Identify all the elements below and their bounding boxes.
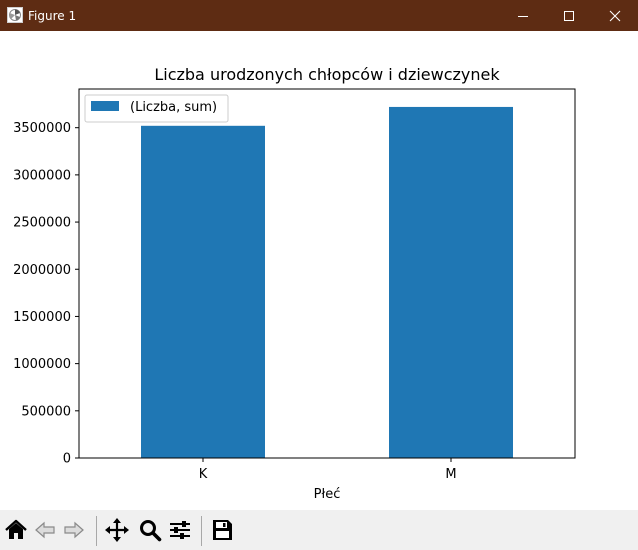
y-tick-label: 0	[63, 452, 71, 467]
figure-canvas[interactable]: Liczba urodzonych chłopców i dziewczynek…	[0, 31, 638, 510]
zoom-icon	[140, 520, 162, 542]
forward-button[interactable]	[60, 516, 88, 544]
navigation-toolbar	[0, 510, 638, 550]
save-button[interactable]	[208, 516, 236, 544]
window-titlebar: Figure 1	[0, 0, 638, 31]
legend: (Liczba, sum)	[84, 94, 229, 123]
x-tick-label: M	[445, 467, 456, 482]
axes-frame	[78, 88, 576, 459]
minimize-button[interactable]	[500, 0, 546, 31]
maximize-button[interactable]	[546, 0, 592, 31]
maximize-icon	[564, 10, 574, 21]
legend-swatch	[91, 101, 119, 111]
legend-box	[84, 94, 229, 123]
x-tick-label: K	[199, 467, 208, 482]
bar-chart: Liczba urodzonych chłopców i dziewczynek…	[13, 65, 576, 502]
bar-M	[389, 106, 513, 459]
close-button[interactable]	[592, 0, 638, 31]
zoom-button[interactable]	[136, 516, 164, 544]
window-title: Figure 1	[28, 9, 77, 23]
matplotlib-icon	[7, 7, 23, 23]
y-tick-label: 3500000	[13, 121, 71, 136]
forward-arrow-icon	[64, 521, 84, 539]
bars-group	[141, 106, 513, 459]
toolbar-separator	[201, 516, 202, 546]
y-tick-label: 1500000	[13, 310, 71, 325]
save-icon	[213, 520, 232, 540]
legend-label: (Liczba, sum)	[130, 100, 217, 115]
move-icon	[105, 518, 129, 542]
pan-button[interactable]	[103, 516, 131, 544]
back-button[interactable]	[31, 516, 59, 544]
y-tick-label: 500000	[21, 404, 71, 419]
y-tick-label: 1000000	[13, 357, 71, 372]
home-icon	[5, 519, 27, 539]
y-axis: 0 500000 1000000 1500000 2000000 2500000 30000…	[13, 121, 79, 467]
y-tick-label: 2500000	[13, 216, 71, 231]
configure-subplots-button[interactable]	[166, 516, 194, 544]
chart-title: Liczba urodzonych chłopców i dziewczynek	[154, 65, 500, 84]
y-tick-label: 2000000	[13, 263, 71, 278]
x-axis-label: Płeć	[314, 487, 341, 502]
back-arrow-icon	[35, 521, 55, 539]
home-button[interactable]	[2, 516, 30, 544]
bar-K	[141, 125, 265, 458]
y-tick-label: 3000000	[13, 168, 71, 183]
minimize-icon	[518, 15, 528, 17]
sliders-icon	[170, 521, 190, 539]
toolbar-separator	[96, 516, 97, 546]
close-icon	[609, 10, 621, 21]
